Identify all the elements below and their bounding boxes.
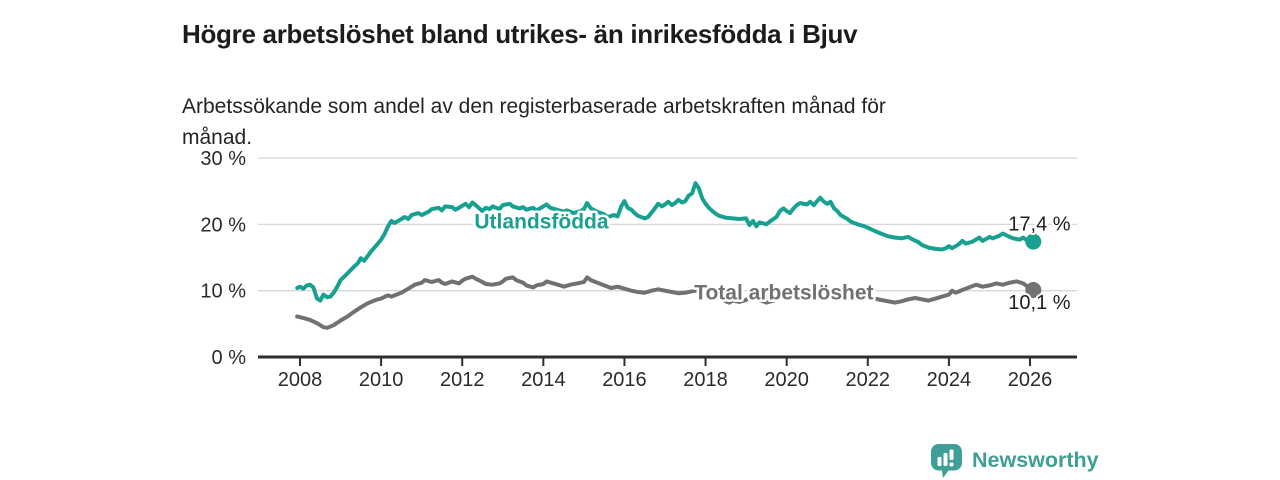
x-tick-label-2024: 2024 xyxy=(927,369,972,391)
x-tick-label-2022: 2022 xyxy=(846,369,891,391)
brand-name: Newsworthy xyxy=(972,448,1099,472)
newsworthy-logo-link[interactable]: Newsworthy xyxy=(930,443,1099,479)
chart-canvas: 0 % 10 % 20 % 30 % 2008 2010 2012 2014 2016 2018 2… xyxy=(200,148,1077,391)
page-title: Högre arbetslöshet bland utrikes- än inr… xyxy=(182,19,858,50)
x-tick-label-2008: 2008 xyxy=(278,369,323,391)
series-label-total: Total arbetslöshet xyxy=(694,281,873,304)
x-tick-label-2010: 2010 xyxy=(359,369,404,391)
x-tick-label-2012: 2012 xyxy=(440,369,485,391)
line-utlandsfodda xyxy=(295,181,1036,303)
exclamation-dot xyxy=(949,462,954,467)
chart-subtitle: Arbetssökande som andel av den registerb… xyxy=(182,91,886,153)
y-tick-label-0: 0 % xyxy=(212,347,247,369)
x-tick-label-2014: 2014 xyxy=(521,369,566,391)
end-dot-utlandsfodda xyxy=(1025,233,1042,250)
subtitle-line-1: Arbetssökande som andel av den registerb… xyxy=(182,95,886,118)
bar-short xyxy=(937,457,942,466)
exclamation-bar xyxy=(949,449,954,460)
bar-tall xyxy=(943,453,948,466)
end-value-label-total: 10,1 % xyxy=(1008,292,1070,314)
y-tick-label-30: 30 % xyxy=(200,148,246,170)
newsworthy-bubble-chart-icon xyxy=(931,444,962,478)
line-total xyxy=(295,274,1036,330)
series-label-utlandsfodda: Utlandsfödda xyxy=(474,210,608,233)
x-tick-label-2018: 2018 xyxy=(683,369,728,391)
y-tick-label-20: 20 % xyxy=(200,214,246,236)
line-chart: 0 % 10 % 20 % 30 % 2008 2010 2012 2014 2016 2018 2… xyxy=(180,140,1090,410)
x-tick-label-2026: 2026 xyxy=(1008,369,1053,391)
y-tick-label-10: 10 % xyxy=(200,281,246,303)
x-tick-label-2020: 2020 xyxy=(764,369,809,391)
end-dot-total xyxy=(1025,282,1042,298)
x-tick-label-2016: 2016 xyxy=(602,369,647,391)
end-value-label-utlandsfodda: 17,4 % xyxy=(1008,214,1070,236)
subtitle-line-2: månad. xyxy=(182,126,253,149)
